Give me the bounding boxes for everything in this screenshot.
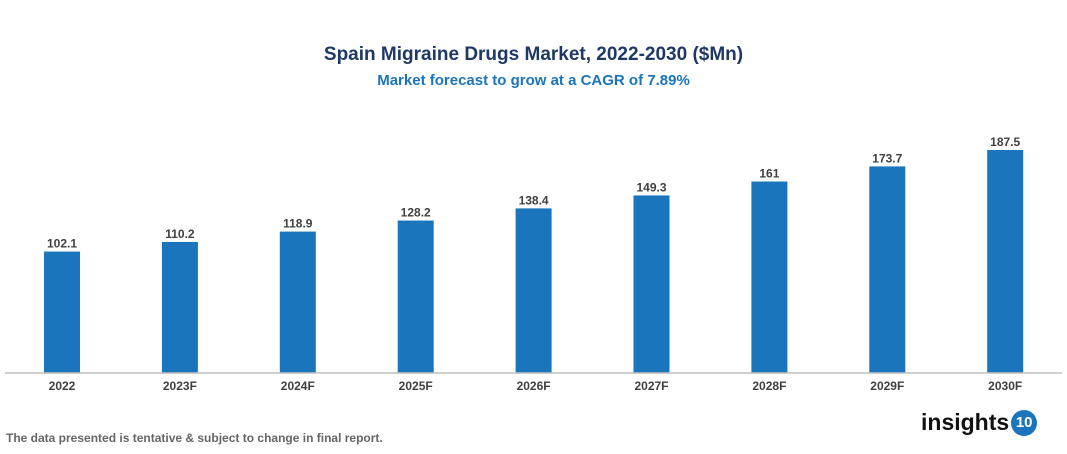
data-label: 149.3 — [636, 180, 666, 194]
x-tick-label: 2023F — [163, 379, 197, 393]
chart-title: Spain Migraine Drugs Market, 2022-2030 (… — [323, 44, 744, 65]
x-tick-label: 2030F — [988, 379, 1022, 393]
data-label: 102.1 — [47, 237, 77, 251]
x-tick-label: 2024F — [281, 379, 315, 393]
x-tick-label: 2025F — [399, 379, 433, 393]
x-tick-label: 2027F — [634, 379, 668, 393]
data-label: 138.4 — [519, 193, 549, 207]
bar — [397, 220, 434, 373]
bar — [515, 208, 552, 373]
x-tick-label: 2026F — [517, 379, 551, 393]
disclaimer: The data presented is tentative & subjec… — [6, 431, 383, 445]
x-tick-label: 2028F — [752, 379, 786, 393]
data-label: 187.5 — [990, 135, 1020, 149]
bar — [279, 231, 316, 373]
bar — [633, 195, 670, 373]
data-label: 161 — [759, 167, 779, 181]
bar — [44, 251, 80, 373]
data-label: 110.2 — [165, 227, 195, 241]
x-tick-label: 2029F — [870, 379, 904, 393]
bar — [987, 150, 1024, 373]
bar — [869, 166, 906, 373]
bar — [751, 181, 788, 373]
data-label: 128.2 — [401, 206, 431, 220]
x-tick-label: 2022 — [49, 379, 76, 393]
data-label: 173.7 — [872, 151, 902, 165]
chart-subtitle: Market forecast to grow at a CAGR of 7.8… — [377, 72, 690, 89]
insights10-logo: insights 10 — [921, 409, 1038, 436]
bar — [161, 241, 198, 373]
data-label: 118.9 — [283, 217, 313, 231]
